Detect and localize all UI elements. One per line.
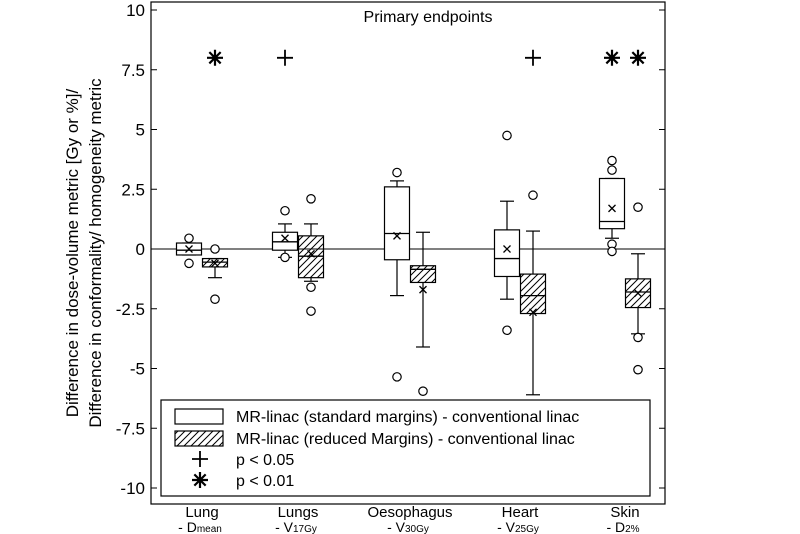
y-axis-label: Difference in dose-volume metric [Gy or …	[63, 88, 82, 417]
box-3-1	[519, 190, 547, 396]
box-2-0	[383, 167, 411, 382]
mean-marker	[503, 245, 511, 253]
outlier-point	[280, 205, 290, 216]
y-axis-label-line2: Difference in conformality/ homogeneity …	[86, 78, 105, 428]
legend-swatch	[174, 408, 224, 425]
legend-label: p < 0.01	[236, 473, 294, 490]
mean-marker	[608, 204, 616, 213]
significance-asterisk-icon	[604, 49, 620, 66]
mean-marker	[281, 234, 289, 243]
legend: MR-linac (standard margins) - convention…	[160, 399, 651, 497]
box-4-1	[624, 202, 652, 375]
outlier-point	[502, 130, 512, 141]
legend-label: MR-linac (standard margins) - convention…	[236, 409, 579, 426]
box-body	[598, 177, 626, 230]
y-tick-label: -7.5	[116, 419, 145, 438]
mean-marker	[529, 308, 537, 317]
outlier-point	[306, 306, 316, 316]
outlier-point	[633, 364, 643, 375]
box-body	[519, 273, 547, 315]
y-tick-label: -2.5	[116, 300, 145, 319]
y-tick-label: -5	[130, 360, 145, 379]
outlier-point	[528, 190, 538, 201]
mean-marker	[307, 249, 315, 258]
chart-title: Primary endpoints	[364, 9, 493, 26]
outlier-point	[502, 325, 512, 336]
significance-asterisk-icon	[207, 49, 223, 66]
box-2-1	[409, 231, 437, 397]
box-series	[175, 130, 652, 397]
legend-asterisk-icon	[192, 472, 208, 488]
mean-marker	[393, 231, 401, 240]
significance-plus-icon	[525, 49, 541, 66]
mean-marker	[185, 245, 193, 253]
box-3-0	[493, 130, 521, 336]
outlier-point	[184, 258, 194, 269]
y-tick-label: 10	[126, 1, 145, 20]
outlier-point	[392, 167, 402, 178]
y-tick-label: 7.5	[121, 61, 145, 80]
legend-label: MR-linac (reduced Margins) - conventiona…	[236, 431, 575, 448]
box-body	[493, 229, 521, 278]
box-1-0	[271, 205, 299, 263]
outlier-point	[392, 372, 402, 382]
outlier-point	[280, 252, 290, 263]
outlier-point	[210, 244, 220, 254]
x-axis-categories: Lung- Dmean Lungs- V17Gy Oesophagus- V30Gy…	[178, 504, 640, 534]
legend-plus-icon	[192, 451, 208, 467]
box-body	[383, 186, 411, 261]
box-body	[409, 265, 437, 284]
significance-markers	[207, 49, 646, 66]
y-tick-label: 0	[136, 240, 145, 259]
box-1-1	[297, 194, 325, 316]
category-sublabel: - V30Gy	[387, 519, 429, 534]
mean-marker	[634, 289, 642, 298]
outlier-point	[607, 246, 617, 257]
box-0-0	[175, 233, 203, 269]
legend-swatch	[174, 430, 224, 447]
category-sublabel: - V25Gy	[497, 519, 539, 534]
outlier-point	[607, 155, 617, 166]
category-label: Heart	[502, 504, 540, 521]
mean-marker	[419, 285, 427, 294]
outlier-point	[418, 386, 428, 397]
outlier-point	[306, 194, 316, 204]
category-label: Lung	[185, 504, 218, 521]
mean-marker	[211, 259, 219, 268]
plot-frame	[150, 1, 666, 505]
outlier-point	[306, 282, 316, 293]
outlier-point	[184, 233, 194, 244]
y-tick-label: 2.5	[121, 180, 145, 199]
legend-label: p < 0.05	[236, 452, 294, 469]
y-axis-ticks: 10 7.5 5 2.5 0 -2.5 -5 -7.5 -10	[116, 1, 665, 498]
box-0-1	[201, 244, 229, 304]
y-tick-label: 5	[136, 121, 145, 140]
category-label: Lungs	[278, 504, 319, 521]
category-label: Oesophagus	[367, 504, 452, 521]
legend-frame	[160, 399, 651, 497]
box-4-0	[598, 155, 626, 257]
outlier-point	[633, 332, 643, 343]
outlier-point	[607, 165, 617, 175]
category-sublabel: - V17Gy	[275, 519, 317, 534]
category-label: Skin	[610, 504, 639, 521]
significance-asterisk-icon	[630, 49, 646, 66]
significance-plus-icon	[277, 49, 293, 66]
outlier-point	[633, 202, 643, 212]
category-sublabel: - D2%	[606, 519, 639, 534]
category-sublabel: - Dmean	[178, 519, 222, 534]
outlier-point	[210, 294, 220, 304]
y-tick-label: -10	[120, 479, 145, 498]
